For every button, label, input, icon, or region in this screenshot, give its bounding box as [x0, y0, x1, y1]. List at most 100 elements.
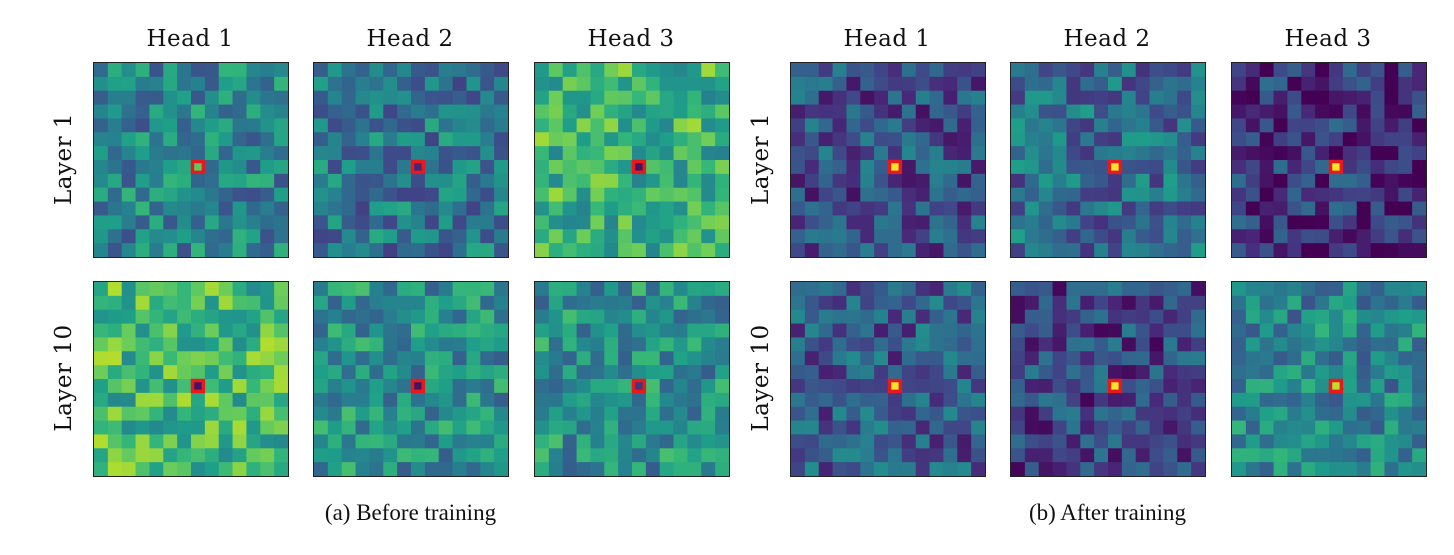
heatmap-cell	[327, 187, 343, 203]
heatmap-cell	[107, 63, 123, 78]
heatmap-cell	[1301, 365, 1316, 380]
heatmap-cell	[576, 434, 591, 449]
heatmap-cell	[1135, 160, 1151, 175]
heatmap-cell	[929, 187, 944, 203]
heatmap-cell	[260, 337, 275, 352]
heatmap-cell	[1232, 462, 1247, 476]
heatmap-cell	[535, 365, 550, 380]
heatmap-cell	[1287, 448, 1302, 463]
heatmap-cell	[397, 63, 412, 78]
heatmap-cell	[274, 309, 288, 325]
heatmap-cell	[94, 392, 109, 408]
heatmap-cell	[327, 243, 343, 257]
heatmap-cell	[632, 146, 647, 161]
heatmap-cell	[1052, 282, 1067, 297]
heatmap-cell	[149, 282, 164, 297]
heatmap-cell	[1370, 282, 1385, 297]
heatmap-cell	[929, 323, 944, 338]
heatmap-cell	[791, 462, 806, 476]
heatmap-cell	[204, 282, 220, 297]
heatmap-cell	[107, 462, 123, 476]
heatmap-cell	[929, 351, 944, 366]
heatmap-cell	[369, 173, 384, 189]
heatmap-cell	[1121, 187, 1137, 203]
heatmap-cell	[1245, 215, 1261, 230]
heatmap-cell	[659, 90, 675, 106]
heatmap-cell	[218, 434, 234, 449]
heatmap-cell	[632, 323, 647, 338]
heatmap-cell	[687, 63, 702, 78]
row-label: Layer 10	[51, 324, 77, 432]
heatmap-cell	[1356, 104, 1372, 119]
heatmap-cell	[548, 201, 564, 216]
heatmap-cell	[1163, 282, 1178, 297]
heatmap-cell	[1011, 90, 1026, 106]
heatmap-cell	[804, 201, 820, 216]
heatmap-cell	[860, 146, 875, 161]
heatmap-cell	[1259, 76, 1275, 92]
heatmap-cell	[1191, 337, 1205, 352]
heatmap-cell	[1287, 132, 1302, 147]
heatmap-cell	[480, 448, 495, 463]
heatmap-cell	[1135, 187, 1151, 203]
heatmap-cell	[1135, 351, 1151, 366]
heatmap-cell	[645, 132, 661, 147]
heatmap-cell	[604, 309, 619, 325]
heatmap-cell	[204, 104, 220, 119]
heatmap-cell	[480, 365, 495, 380]
heatmap-cell	[246, 309, 261, 325]
heatmap-cell	[1163, 63, 1178, 78]
heatmap-cell	[548, 434, 564, 449]
heatmap-cell	[411, 201, 426, 216]
heatmap-cell	[149, 351, 164, 366]
heatmap-cell	[438, 448, 454, 463]
heatmap-cell	[494, 406, 508, 422]
heatmap-cell	[327, 132, 343, 147]
heatmap-cell	[494, 160, 508, 175]
heatmap-cell	[701, 434, 716, 449]
heatmap-cell	[107, 90, 123, 106]
heatmap-cell	[327, 229, 343, 244]
heatmap-cell	[314, 295, 329, 311]
heatmap-cell	[1121, 337, 1137, 352]
heatmap-cell	[804, 187, 820, 203]
heatmap-cell	[804, 351, 820, 366]
heatmap-cell	[1163, 90, 1178, 106]
heatmap-cell	[480, 379, 495, 394]
heatmap-cell	[659, 462, 675, 476]
heatmap-cell	[715, 243, 729, 257]
heatmap-cell	[204, 173, 220, 189]
heatmap-cell	[604, 420, 619, 435]
heatmap-cell	[1232, 229, 1247, 244]
heatmap-cell	[121, 76, 137, 92]
heatmap-cell	[466, 187, 481, 203]
heatmap-cell	[1384, 201, 1399, 216]
heatmap-cell	[1301, 132, 1316, 147]
heatmap-cell	[204, 243, 220, 257]
heatmap-cell	[1287, 63, 1302, 78]
heatmap-cell	[888, 76, 903, 92]
heatmap-cell	[411, 434, 426, 449]
heatmap-cell	[246, 76, 261, 92]
heatmap-cell	[1245, 243, 1261, 257]
heatmap-cell	[466, 104, 481, 119]
heatmap-cell	[659, 379, 675, 394]
heatmap-cell	[1356, 323, 1372, 338]
heatmap-cell	[204, 118, 220, 133]
heatmap-cell	[94, 448, 109, 463]
heatmap-cell	[874, 229, 889, 244]
heatmap-cell	[204, 434, 220, 449]
heatmap-cell	[1024, 201, 1040, 216]
heatmap-cell	[860, 187, 875, 203]
heatmap-cell	[832, 379, 847, 394]
heatmap-cell	[929, 379, 944, 394]
heatmap-cell	[369, 63, 384, 78]
heatmap-cell	[929, 229, 944, 244]
heatmap-cell	[1121, 229, 1137, 244]
heatmap-cell	[673, 462, 688, 476]
heatmap-cell	[341, 173, 357, 189]
heatmap-cell	[791, 379, 806, 394]
heatmap-cell	[1080, 448, 1095, 463]
heatmap-cell	[246, 420, 261, 435]
heatmap-cell	[632, 187, 647, 203]
